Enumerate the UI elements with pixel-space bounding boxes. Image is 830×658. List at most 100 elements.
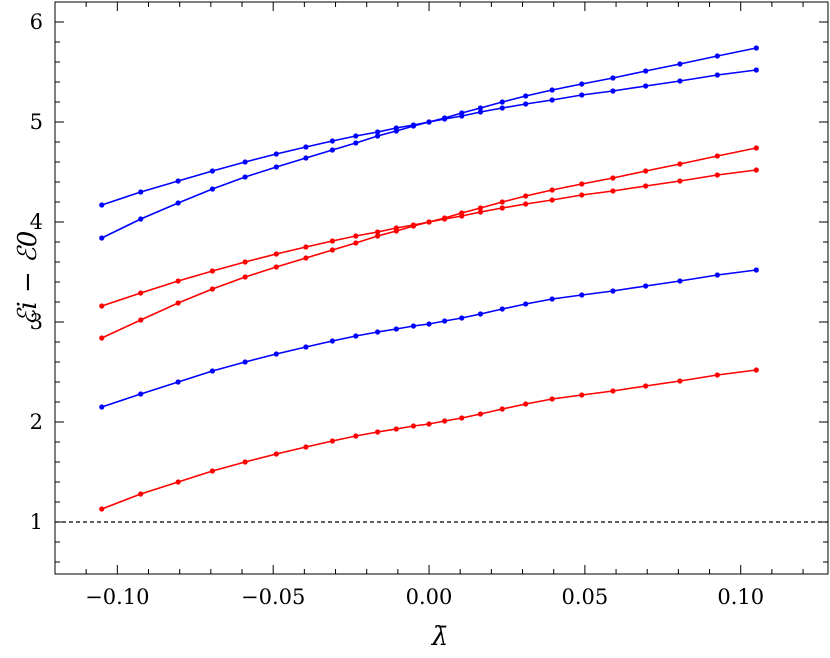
series-1-point bbox=[209, 468, 216, 474]
series-5-point bbox=[353, 140, 359, 146]
series-4-point bbox=[426, 219, 432, 225]
series-3-point bbox=[677, 161, 683, 167]
x-tick-label: 0.10 bbox=[717, 585, 764, 609]
series-4-point bbox=[375, 229, 381, 235]
series-5-point bbox=[523, 93, 529, 99]
series-2-point bbox=[410, 323, 417, 329]
series-6-point bbox=[610, 88, 616, 94]
series-6-point bbox=[677, 78, 683, 84]
series-2-point bbox=[753, 267, 759, 273]
y-tick-label: 3 bbox=[30, 310, 43, 334]
series-2-point bbox=[579, 292, 585, 298]
series-6-point bbox=[549, 97, 555, 103]
series-4-point bbox=[138, 290, 144, 296]
y-tick-label: 6 bbox=[30, 10, 43, 34]
series-2-point bbox=[209, 368, 216, 374]
series-6-point bbox=[714, 72, 720, 78]
series-1-point bbox=[459, 415, 465, 421]
series-4-point bbox=[329, 238, 336, 244]
series-5-point bbox=[242, 174, 248, 180]
series-1-point bbox=[499, 406, 505, 412]
series-4-point bbox=[677, 178, 683, 184]
series-6-point bbox=[175, 178, 181, 184]
x-tick-label: −0.10 bbox=[85, 585, 149, 609]
series-2-point bbox=[477, 311, 484, 317]
series-6-point bbox=[138, 189, 144, 195]
series-3-point bbox=[714, 153, 720, 159]
series-4-point bbox=[303, 244, 309, 250]
series-5-point bbox=[499, 99, 505, 105]
series-2-point bbox=[549, 296, 555, 302]
series-2-point bbox=[242, 359, 248, 365]
series-2-point bbox=[273, 351, 279, 357]
series-4-point bbox=[410, 222, 417, 228]
series-3-point bbox=[549, 187, 555, 193]
series-6-point bbox=[353, 133, 359, 139]
series-4-point bbox=[477, 209, 484, 215]
series-2-point bbox=[353, 333, 359, 339]
y-tick-label: 2 bbox=[30, 410, 43, 434]
series-2-point bbox=[329, 338, 336, 344]
series-2-point bbox=[643, 283, 649, 289]
series-4-point bbox=[393, 225, 399, 231]
series-4-point bbox=[175, 278, 181, 284]
series-5-point bbox=[643, 68, 649, 74]
series-6-point bbox=[753, 67, 759, 73]
series-4-point bbox=[579, 192, 585, 198]
series-6-point bbox=[499, 105, 505, 111]
series-2-point bbox=[393, 326, 399, 332]
series-5-point bbox=[329, 147, 336, 153]
series-6-point bbox=[209, 168, 216, 174]
x-axis-label: λ̄ bbox=[431, 622, 448, 652]
series-6-point bbox=[375, 129, 381, 135]
series-2-point bbox=[677, 278, 683, 284]
series-4-point bbox=[610, 188, 616, 194]
series-5-point bbox=[714, 53, 720, 59]
series-1-point bbox=[329, 438, 336, 444]
y-tick-label: 1 bbox=[30, 510, 43, 534]
series-3-point bbox=[499, 199, 505, 205]
series-2-point bbox=[99, 404, 105, 410]
series-5-point bbox=[549, 87, 555, 93]
series-1-point bbox=[393, 426, 399, 432]
series-3-point bbox=[209, 286, 216, 292]
series-5-point bbox=[579, 81, 585, 87]
series-6-point bbox=[303, 144, 309, 150]
series-5-point bbox=[209, 186, 216, 192]
series-4-point bbox=[549, 197, 555, 203]
series-2-point bbox=[714, 272, 720, 278]
series-5-point bbox=[677, 61, 683, 67]
series-1-point bbox=[477, 411, 484, 417]
series-3-point bbox=[99, 335, 105, 341]
series-1-point bbox=[643, 383, 649, 389]
series-6-point bbox=[426, 119, 432, 125]
series-5-point bbox=[375, 133, 381, 139]
series-1-point bbox=[273, 451, 279, 457]
series-2-point bbox=[459, 315, 465, 321]
series-2-point bbox=[610, 288, 616, 294]
series-6-point bbox=[477, 109, 484, 115]
series-5-point bbox=[175, 200, 181, 206]
series-2-point bbox=[175, 379, 181, 385]
series-4-point bbox=[209, 268, 216, 274]
series-3-line bbox=[101, 147, 757, 339]
series-3-point bbox=[138, 317, 144, 323]
series-2-point bbox=[303, 344, 309, 350]
series-5-point bbox=[303, 155, 309, 161]
series-4-point bbox=[753, 167, 759, 173]
series-6-point bbox=[459, 113, 465, 119]
series-4-point bbox=[273, 251, 279, 257]
series-6-point bbox=[579, 92, 585, 98]
series-3-point bbox=[273, 264, 279, 270]
series-1-line bbox=[101, 369, 757, 510]
series-3-point bbox=[329, 247, 336, 253]
series-3-point bbox=[242, 274, 248, 280]
series-4-point bbox=[714, 172, 720, 178]
series-5-point bbox=[273, 164, 279, 170]
series-2-line bbox=[101, 269, 757, 408]
series-3-point bbox=[610, 175, 616, 181]
series-6-point bbox=[242, 159, 248, 165]
series-6-point bbox=[442, 116, 448, 122]
series-3-point bbox=[523, 193, 529, 199]
